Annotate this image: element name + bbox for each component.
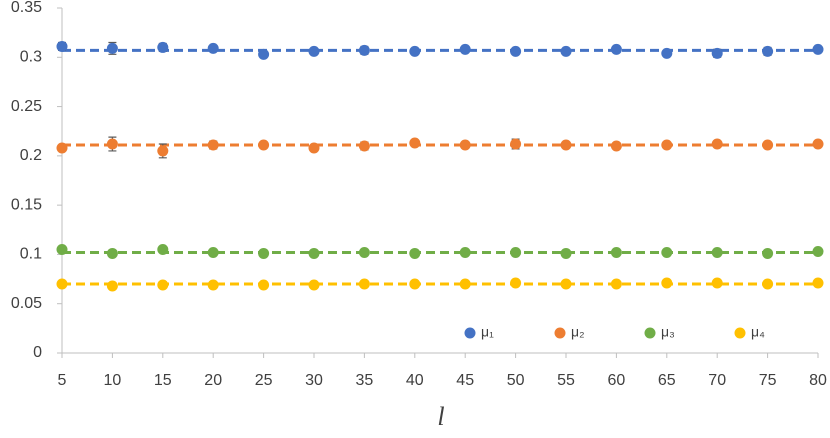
point — [358, 278, 370, 290]
point — [610, 278, 622, 290]
point — [358, 44, 370, 56]
point — [409, 278, 421, 290]
point — [207, 246, 219, 258]
y-tick-label: 0.1 — [20, 246, 42, 263]
point — [812, 43, 824, 55]
x-tick-label: 70 — [708, 372, 726, 389]
point — [56, 278, 68, 290]
point — [560, 247, 572, 259]
point — [106, 138, 118, 150]
point — [258, 247, 270, 259]
x-tick-label: 65 — [658, 372, 676, 389]
x-tick-label: 45 — [456, 372, 474, 389]
x-tick-label: 60 — [608, 372, 626, 389]
point — [157, 279, 169, 291]
point — [258, 279, 270, 291]
y-tick-label: 0.05 — [11, 295, 42, 312]
x-tick-label: 55 — [557, 372, 575, 389]
x-tick-label: 25 — [255, 372, 273, 389]
point — [258, 48, 270, 60]
point — [812, 138, 824, 150]
x-tick-label: 75 — [759, 372, 777, 389]
point — [711, 246, 723, 258]
x-tick-label: 10 — [104, 372, 122, 389]
point — [711, 47, 723, 59]
point — [308, 279, 320, 291]
point — [106, 42, 118, 54]
y-tick-label: 0.3 — [20, 49, 42, 66]
x-tick-label: 80 — [809, 372, 827, 389]
legend-marker — [644, 327, 656, 339]
point — [358, 246, 370, 258]
legend-label: μ₂ — [571, 324, 585, 340]
point — [661, 139, 673, 151]
point — [459, 43, 471, 55]
point — [510, 138, 522, 150]
y-tick-label: 0.35 — [11, 0, 42, 16]
y-tick-label: 0.25 — [11, 98, 42, 115]
point — [258, 139, 270, 151]
x-tick-label: 20 — [204, 372, 222, 389]
x-tick-label: 50 — [507, 372, 525, 389]
x-tick-label: 15 — [154, 372, 172, 389]
x-tick-label: 5 — [58, 372, 67, 389]
point — [207, 139, 219, 151]
point — [610, 140, 622, 152]
point — [56, 40, 68, 52]
x-axis-label: l — [437, 402, 444, 431]
point — [459, 246, 471, 258]
legend-marker — [734, 327, 746, 339]
point — [610, 43, 622, 55]
legend-marker — [554, 327, 566, 339]
point — [207, 279, 219, 291]
point — [106, 247, 118, 259]
point — [207, 42, 219, 54]
legend-label: μ₄ — [751, 324, 765, 340]
point — [459, 278, 471, 290]
legend-marker — [464, 327, 476, 339]
point — [560, 139, 572, 151]
point — [812, 277, 824, 289]
point — [308, 45, 320, 57]
point — [661, 246, 673, 258]
point — [510, 45, 522, 57]
point — [560, 45, 572, 57]
legend-label: μ₃ — [661, 324, 675, 340]
point — [157, 244, 169, 255]
point — [308, 142, 320, 154]
point — [510, 277, 522, 289]
point — [510, 246, 522, 258]
y-tick-label: 0 — [33, 344, 42, 361]
point — [459, 139, 471, 151]
point — [157, 145, 169, 157]
point — [661, 277, 673, 289]
point — [762, 139, 774, 151]
y-tick-label: 0.2 — [20, 147, 42, 164]
point — [358, 140, 370, 152]
point — [762, 247, 774, 259]
point — [409, 137, 421, 149]
y-tick-label: 0.15 — [11, 196, 42, 213]
point — [762, 278, 774, 290]
point — [409, 45, 421, 57]
point — [711, 277, 723, 289]
point — [560, 278, 572, 290]
point — [308, 247, 320, 259]
point — [56, 142, 68, 154]
point — [409, 247, 421, 259]
point — [56, 244, 68, 255]
point — [812, 245, 824, 257]
point — [711, 138, 723, 150]
legend-label: μ₁ — [481, 324, 494, 340]
point — [610, 246, 622, 258]
point — [762, 45, 774, 57]
x-tick-label: 40 — [406, 372, 424, 389]
x-tick-label: 35 — [356, 372, 374, 389]
x-tick-label: 30 — [305, 372, 323, 389]
point — [106, 280, 118, 292]
point — [157, 41, 169, 53]
point — [661, 47, 673, 59]
